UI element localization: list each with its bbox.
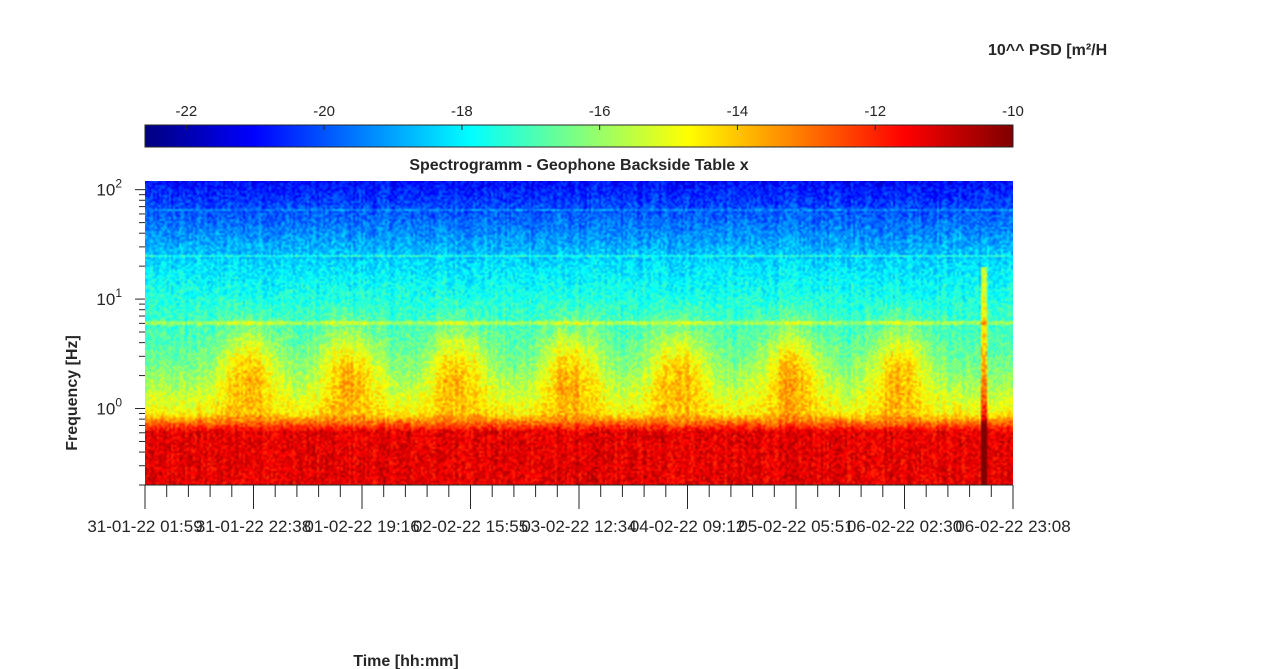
colorbar: -22 -20 -18 -16 -14 -12 -10 [144,103,1024,148]
y-tick-base: 10 [96,290,115,309]
x-tick-label: 04-02-22 09:12 [630,517,745,536]
colorbar-tick-label: -18 [451,103,473,120]
colorbar-tick-label: -14 [727,103,749,120]
spectrogram-image [145,181,1013,485]
x-tick-label: 05-02-22 05:51 [738,517,853,536]
y-tick-label: 101 [96,286,122,309]
colorbar-strip [144,124,1014,148]
colorbar-label: 10^^ PSD [m²/H [988,42,1107,59]
colorbar-tick-label: -16 [589,103,611,120]
colorbar-tick-label: -20 [313,103,335,120]
y-tick-exponent: 1 [115,286,122,300]
colorbar-tick-label: -10 [1002,103,1024,120]
x-tick-label: 06-02-22 23:08 [955,517,1070,536]
x-tick-label: 01-02-22 19:16 [304,517,419,536]
x-tick-label: 31-01-22 01:59 [87,517,202,536]
colorbar-tick-label: -22 [175,103,197,120]
colorbar-tick-label: -12 [864,103,886,120]
y-tick-base: 10 [96,181,115,200]
y-tick-base: 10 [96,400,115,419]
y-tick-exponent: 2 [115,177,122,191]
plot-area [145,181,1013,485]
x-tick-label: 31-01-22 22:38 [196,517,311,536]
colorbar-ticks: -22 -20 -18 -16 -14 -12 -10 [175,103,1024,130]
y-tick-label: 100 [96,396,122,419]
y-tick-exponent: 0 [115,396,122,410]
y-tick-label: 102 [96,177,122,200]
chart-title: Spectrogramm - Geophone Backside Table x [409,157,748,174]
x-tick-label: 06-02-22 02:30 [847,517,962,536]
x-tick-label: 02-02-22 15:55 [413,517,528,536]
x-axis-label: Time [hh:mm] [353,653,458,669]
x-tick-label: 03-02-22 12:34 [521,517,636,536]
y-axis-label: Frequency [Hz] [64,335,81,451]
